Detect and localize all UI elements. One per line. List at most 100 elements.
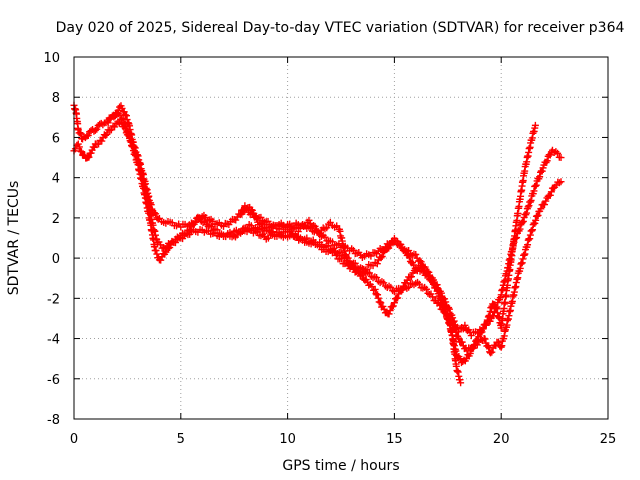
data-point: [527, 197, 535, 205]
data-point: [104, 119, 112, 127]
data-point: [76, 129, 84, 137]
y-tick-label: 8: [52, 91, 60, 106]
chart-title: Day 020 of 2025, Sidereal Day-to-day VTE…: [56, 20, 625, 36]
data-point: [474, 336, 482, 344]
data-point: [519, 217, 527, 225]
data-point: [373, 274, 381, 282]
data-point: [398, 286, 406, 294]
y-tick-label: -8: [47, 413, 60, 428]
data-point: [164, 244, 172, 252]
data-point: [457, 379, 465, 387]
data-point: [232, 216, 240, 224]
data-point: [405, 253, 413, 261]
data-point: [410, 261, 418, 269]
y-tick-label: -2: [47, 292, 60, 307]
data-point: [435, 290, 443, 298]
data-point: [407, 273, 415, 281]
data-point: [531, 182, 539, 190]
data-point: [386, 307, 394, 315]
data-point: [479, 325, 487, 333]
data-point: [253, 215, 261, 223]
data-point: [554, 149, 562, 157]
data-point: [531, 121, 539, 129]
data-point: [363, 265, 371, 273]
data-point: [466, 349, 474, 357]
data-point: [471, 341, 478, 349]
data-point: [388, 303, 396, 311]
data-point: [415, 280, 423, 288]
data-point: [124, 128, 132, 136]
data-point: [191, 218, 199, 226]
data-point: [543, 157, 551, 165]
grid-lines: [74, 57, 608, 419]
data-point: [248, 206, 256, 214]
data-point: [310, 221, 318, 229]
data-point: [532, 181, 540, 189]
data-point: [552, 148, 560, 156]
data-point: [373, 260, 381, 268]
x-tick-label: 5: [177, 432, 185, 447]
data-point: [305, 216, 313, 224]
data-point: [292, 224, 300, 232]
data-point: [491, 301, 499, 309]
data-point: [488, 348, 496, 356]
data-point: [243, 225, 251, 233]
data-point: [383, 245, 391, 253]
data-point: [374, 291, 382, 299]
data-point: [524, 203, 532, 211]
data-point: [416, 257, 424, 265]
data-point: [536, 173, 544, 181]
data-point: [477, 329, 485, 337]
data-point: [324, 242, 332, 250]
x-tick-label: 20: [493, 432, 510, 447]
data-point: [120, 108, 128, 116]
data-point: [323, 224, 331, 232]
data-point: [385, 310, 393, 318]
data-point: [182, 230, 190, 238]
data-point: [487, 349, 495, 357]
data-point: [103, 130, 111, 138]
y-tick-label: 6: [52, 131, 60, 146]
data-point: [119, 114, 127, 122]
data-point: [374, 294, 382, 302]
data-point: [469, 344, 477, 352]
data-point: [321, 233, 329, 241]
data-point: [523, 209, 531, 217]
y-tick-label: 0: [52, 252, 60, 267]
data-point: [166, 244, 174, 252]
x-tick-label: 0: [70, 432, 78, 447]
data-point: [537, 205, 545, 213]
data-point: [524, 236, 532, 244]
x-tick-label: 25: [600, 432, 617, 447]
y-axis-label: SDTVAR / TECUs: [6, 181, 22, 296]
y-tick-label: -4: [47, 333, 60, 348]
data-point: [428, 277, 436, 285]
data-point: [377, 299, 385, 307]
x-tick-label: 10: [279, 432, 296, 447]
data-point: [371, 285, 379, 293]
data-point: [394, 294, 402, 302]
data-point: [376, 298, 384, 306]
data-point: [494, 338, 502, 346]
plot-frame: [73, 56, 609, 420]
y-tick-label: 2: [52, 212, 60, 227]
data-point: [98, 137, 106, 145]
data-point: [483, 316, 491, 324]
data-point: [93, 125, 101, 133]
data-point: [85, 153, 93, 161]
data-point: [337, 255, 345, 263]
data-point: [458, 338, 466, 346]
data-point: [162, 248, 170, 256]
data-point: [397, 241, 405, 249]
data-point: [481, 335, 489, 343]
data-point: [111, 123, 119, 131]
data-point: [528, 227, 536, 235]
data-point: [557, 178, 565, 186]
data-point: [392, 237, 400, 245]
data-point: [395, 290, 403, 298]
data-point: [378, 253, 386, 261]
data-point: [301, 222, 309, 230]
data-point: [264, 224, 272, 232]
data-point: [542, 197, 550, 205]
data-point: [429, 293, 437, 301]
